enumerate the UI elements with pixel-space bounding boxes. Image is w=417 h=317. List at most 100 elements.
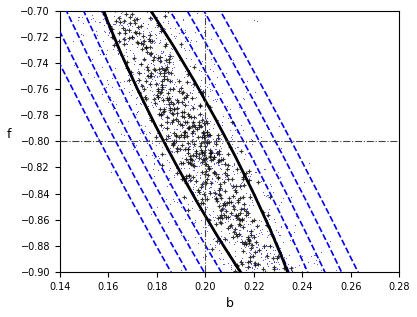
Point bbox=[127, 9, 134, 14]
Point bbox=[191, 61, 198, 66]
Point bbox=[154, 70, 161, 75]
Point bbox=[194, 126, 201, 131]
Point bbox=[156, 31, 162, 36]
Point bbox=[185, 151, 192, 156]
Point bbox=[207, 213, 214, 218]
Point bbox=[173, 126, 180, 132]
Point bbox=[214, 172, 221, 177]
Point bbox=[189, 167, 196, 172]
Point bbox=[95, 20, 102, 25]
Point bbox=[182, 90, 189, 95]
Point bbox=[161, 76, 167, 81]
Point bbox=[237, 227, 244, 232]
Point bbox=[168, 142, 175, 147]
Point bbox=[167, 100, 174, 105]
Point bbox=[164, 126, 171, 132]
Point bbox=[322, 288, 329, 293]
Point bbox=[197, 148, 204, 153]
Point bbox=[157, 39, 163, 44]
Point bbox=[199, 178, 206, 184]
Point bbox=[162, 13, 168, 18]
Point bbox=[327, 278, 333, 283]
Point bbox=[133, 44, 140, 49]
Point bbox=[239, 301, 245, 306]
Point bbox=[207, 148, 214, 153]
Point bbox=[165, 147, 171, 152]
Point bbox=[281, 285, 288, 290]
Point bbox=[262, 285, 269, 290]
Point bbox=[232, 239, 239, 244]
Point bbox=[282, 295, 289, 300]
Point bbox=[229, 203, 236, 208]
Point bbox=[181, 103, 188, 108]
Point bbox=[136, 71, 143, 76]
Point bbox=[208, 165, 215, 170]
Point bbox=[146, 3, 153, 8]
Point bbox=[248, 232, 254, 237]
Point bbox=[271, 307, 278, 312]
Point bbox=[248, 308, 255, 314]
Point bbox=[199, 151, 206, 156]
Point bbox=[291, 229, 297, 234]
Point bbox=[185, 172, 192, 178]
Point bbox=[189, 48, 196, 53]
Point bbox=[178, 165, 184, 170]
Point bbox=[138, 24, 145, 29]
Point bbox=[154, 205, 161, 210]
Point bbox=[211, 146, 218, 151]
Point bbox=[289, 274, 296, 279]
Point bbox=[234, 170, 240, 175]
Point bbox=[265, 264, 271, 269]
Point bbox=[201, 134, 208, 139]
Point bbox=[110, 3, 117, 8]
Point bbox=[204, 141, 211, 146]
Point bbox=[166, 79, 173, 84]
Point bbox=[225, 273, 232, 278]
Point bbox=[260, 179, 266, 184]
Point bbox=[123, 49, 130, 54]
Point bbox=[184, 179, 191, 184]
Point bbox=[218, 154, 224, 159]
Point bbox=[248, 171, 254, 177]
Point bbox=[216, 171, 223, 176]
Point bbox=[178, 122, 185, 127]
Point bbox=[263, 252, 270, 257]
Point bbox=[206, 185, 213, 191]
Point bbox=[255, 242, 261, 247]
Point bbox=[301, 264, 307, 269]
Point bbox=[249, 265, 256, 270]
Point bbox=[118, 10, 125, 16]
Point bbox=[128, 35, 135, 40]
Point bbox=[274, 279, 280, 284]
Point bbox=[204, 147, 211, 152]
Point bbox=[137, 100, 143, 105]
Point bbox=[257, 218, 264, 223]
Point bbox=[186, 144, 192, 149]
Point bbox=[177, 129, 184, 134]
Point bbox=[116, 39, 122, 44]
Point bbox=[241, 109, 248, 114]
Point bbox=[188, 157, 194, 162]
Point bbox=[281, 263, 288, 268]
Point bbox=[131, 36, 137, 41]
Point bbox=[209, 144, 216, 149]
Point bbox=[267, 192, 274, 197]
Point bbox=[206, 246, 212, 251]
Point bbox=[248, 243, 255, 248]
Point bbox=[178, 267, 184, 272]
Point bbox=[94, 4, 100, 9]
Point bbox=[202, 179, 209, 184]
Point bbox=[192, 125, 198, 130]
Point bbox=[135, 67, 141, 72]
Point bbox=[138, 46, 145, 51]
Point bbox=[161, 61, 167, 66]
Point bbox=[122, 35, 128, 40]
Point bbox=[149, 153, 156, 158]
Point bbox=[105, 4, 112, 9]
Point bbox=[207, 189, 214, 194]
Point bbox=[240, 283, 246, 288]
Point bbox=[266, 259, 273, 264]
Point bbox=[201, 133, 207, 139]
Point bbox=[141, 66, 148, 71]
Point bbox=[204, 127, 211, 132]
